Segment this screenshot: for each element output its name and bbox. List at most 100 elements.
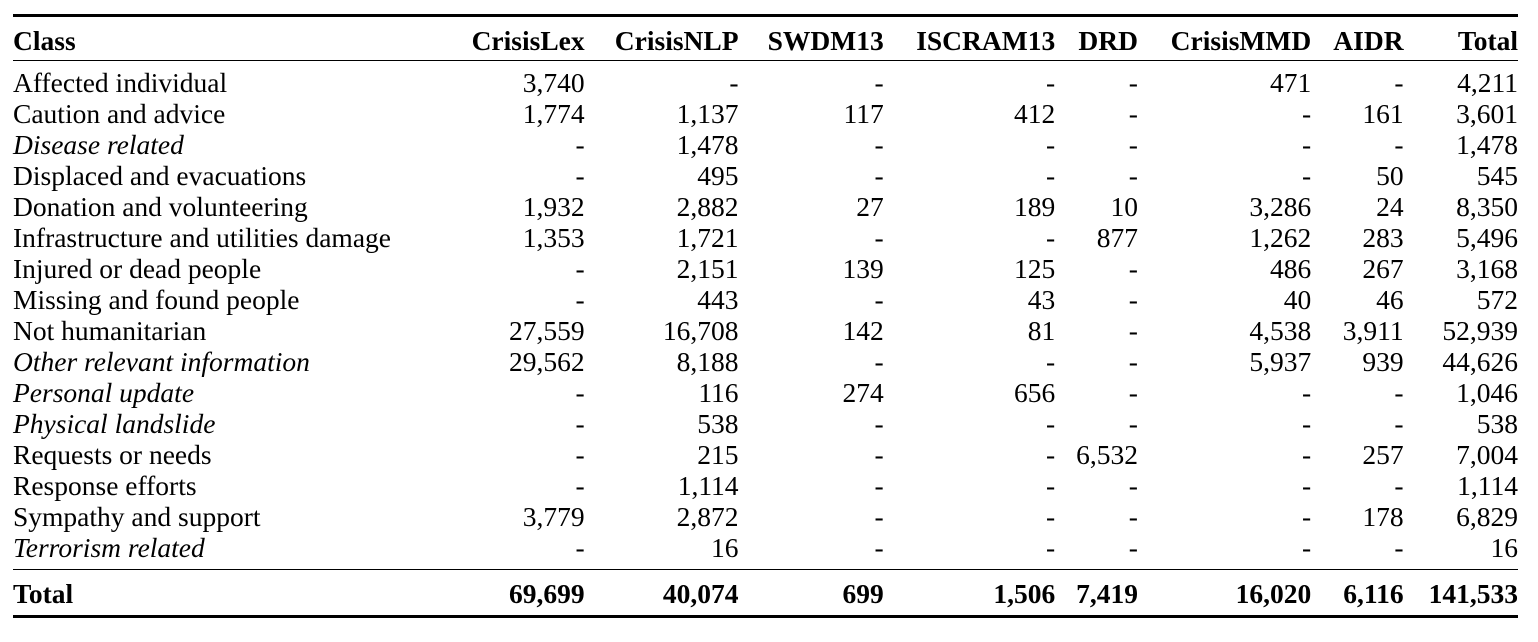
cell-total: 16 (1490, 532, 1519, 563)
row-label: Other relevant information (13, 346, 310, 377)
table-row: Not humanitarian 27,559 16,708 142 81 - 4,538 3… (13, 315, 1518, 346)
cell-drd: - (1128, 377, 1138, 408)
cell-aidr: - (1394, 67, 1404, 98)
cell-drd: - (1128, 408, 1138, 439)
total-cell-crisisnlp: 40,074 (662, 578, 739, 609)
cell-total: 4,211 (1457, 67, 1518, 98)
cell-crisismmd: 4,538 (1249, 315, 1312, 346)
cell-aidr: - (1394, 377, 1404, 408)
cell-crisisnlp: 2,151 (676, 253, 739, 284)
cell-aidr: - (1394, 470, 1404, 501)
cell-iscram13: - (1046, 532, 1056, 563)
cell-swdm13: 139 (842, 253, 884, 284)
cell-drd: - (1128, 501, 1138, 532)
cell-crisismmd: 471 (1269, 67, 1312, 98)
cell-crisisnlp: 16,708 (662, 315, 739, 346)
cell-crisisnlp: 215 (697, 439, 739, 470)
cell-drd: - (1128, 160, 1138, 191)
cell-total: 572 (1476, 284, 1518, 315)
cell-total: 538 (1476, 408, 1518, 439)
cell-crisisnlp: 495 (697, 160, 739, 191)
row-label: Affected individual (13, 67, 228, 98)
table-row: Requests or needs -215- -6,532-257 7,004 (13, 439, 1518, 470)
cell-crisislex: - (575, 129, 585, 160)
row-label: Sympathy and support (13, 501, 261, 532)
total-cell-drd: 7,419 (1076, 578, 1138, 609)
row-label: Response efforts (13, 470, 197, 501)
cell-crisislex: - (575, 470, 585, 501)
table-total-row: Total 69,699 40,074 699 1,506 7,419 16,0… (13, 569, 1518, 617)
cell-crisismmd: - (1302, 377, 1312, 408)
cell-iscram13: - (1046, 67, 1056, 98)
cell-iscram13: - (1046, 129, 1056, 160)
cell-crisismmd: - (1302, 408, 1312, 439)
cell-crisislex: 1,932 (522, 191, 585, 222)
column-header-drd: DRD (1078, 25, 1138, 56)
cell-swdm13: - (874, 346, 884, 377)
column-header-crisismmd: CrisisMMD (1170, 25, 1312, 56)
cell-aidr: - (1394, 532, 1404, 563)
cell-total: 7,004 (1456, 439, 1518, 470)
cell-crisismmd: - (1302, 532, 1312, 563)
cell-iscram13: - (1046, 501, 1056, 532)
cell-swdm13: - (874, 222, 884, 253)
cell-crisislex: 1,774 (522, 98, 585, 129)
data-table-container: Class CrisisLex CrisisNLP SWDM13 ISCRAM1… (13, 14, 1518, 618)
cell-total: 1,478 (1456, 129, 1518, 160)
cell-swdm13: - (874, 284, 884, 315)
cell-iscram13: 656 (1013, 377, 1056, 408)
cell-iscram13: - (1046, 439, 1056, 470)
cell-crisislex: 1,353 (522, 222, 585, 253)
table-row: Physical landslide - 538 - - - - - 538 (13, 408, 1518, 439)
total-cell-crisislex: 69,699 (509, 578, 585, 609)
cell-crisisnlp: 2,882 (676, 191, 739, 222)
cell-crisislex: - (575, 439, 585, 470)
cell-crisismmd: - (1302, 160, 1312, 191)
cell-crisisnlp: 1,478 (676, 129, 739, 160)
cell-crisismmd: 40 (1283, 284, 1312, 315)
cell-drd: - (1128, 470, 1138, 501)
table-row: Terrorism related - 16 - - - - - 16 (13, 532, 1518, 570)
cell-crisisnlp: 1,721 (676, 222, 739, 253)
cell-iscram13: - (1046, 346, 1056, 377)
cell-aidr: - (1394, 129, 1404, 160)
total-cell-aidr: 6,116 (1343, 578, 1404, 609)
row-label: Not humanitarian (13, 315, 207, 346)
cell-drd: - (1128, 532, 1138, 563)
total-cell-crisismmd: 16,020 (1235, 578, 1312, 609)
cell-crisisnlp: 538 (697, 408, 739, 439)
cell-crisislex: 29,562 (509, 346, 585, 377)
cell-aidr: 257 (1362, 439, 1404, 470)
cell-aidr: - (1394, 408, 1404, 439)
cell-total: 52,939 (1442, 315, 1518, 346)
row-label: Missing and found people (13, 284, 300, 315)
cell-swdm13: - (874, 67, 884, 98)
cell-crisisnlp: 443 (697, 284, 739, 315)
cell-drd: - (1128, 346, 1138, 377)
cell-swdm13: - (874, 470, 884, 501)
table-row: Personal update - 116 274 656 - - - 1,046 (13, 377, 1518, 408)
cell-total: 8,350 (1456, 191, 1518, 222)
cell-drd: - (1128, 129, 1138, 160)
row-label: Disease related (13, 129, 184, 160)
cell-crisisnlp: 16 (711, 532, 739, 563)
column-header-crisisnlp: CrisisNLP (614, 25, 739, 56)
cell-crisisnlp: 2,872 (676, 501, 739, 532)
row-label: Physical landslide (13, 408, 216, 439)
cell-aidr: 3,911 (1342, 315, 1404, 346)
cell-aidr: 50 (1376, 160, 1404, 191)
column-header-class: Class (13, 25, 76, 56)
table-row: Missing and found people - 443 - 43 - 40 46 572 (13, 284, 1518, 315)
total-cell-swdm13: 699 (842, 578, 884, 609)
cell-crisislex: - (575, 377, 585, 408)
cell-aidr: 939 (1362, 346, 1404, 377)
cell-iscram13: 412 (1013, 98, 1056, 129)
column-header-iscram13: ISCRAM13 (916, 25, 1056, 56)
cell-total: 44,626 (1442, 346, 1518, 377)
row-label: Terrorism related (13, 532, 205, 563)
cell-crisismmd: 5,937 (1249, 346, 1312, 377)
cell-crisislex: - (575, 532, 585, 563)
cell-drd: - (1128, 67, 1138, 98)
cell-aidr: 46 (1376, 284, 1404, 315)
cell-crisismmd: 486 (1269, 253, 1312, 284)
